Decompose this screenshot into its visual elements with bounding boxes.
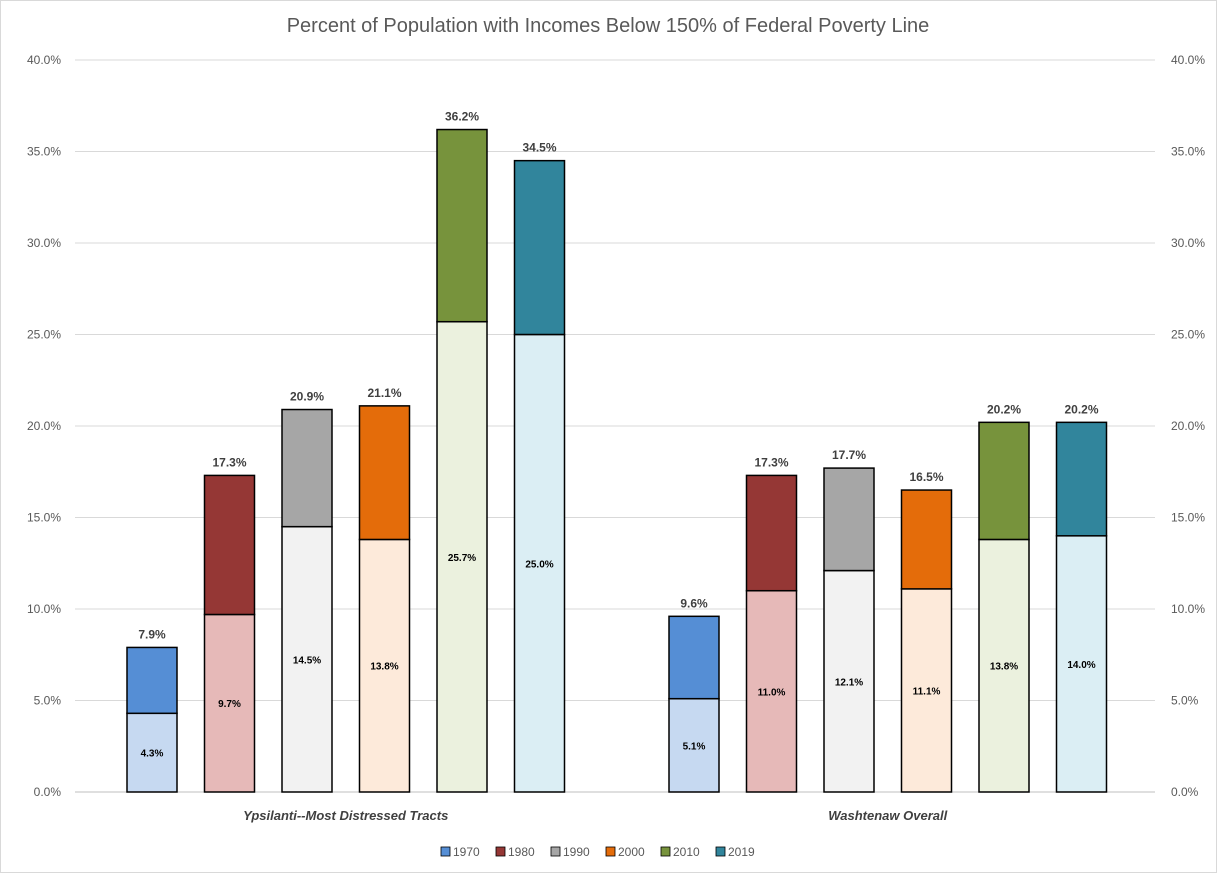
legend-swatch-2000 xyxy=(605,846,616,857)
bar-total-label: 20.2% xyxy=(1064,402,1098,416)
y-tick-label: 10.0% xyxy=(27,602,61,616)
bar-lower-1970 xyxy=(126,712,178,793)
bar-upper-1990 xyxy=(281,408,333,528)
bar-upper-2010 xyxy=(436,128,488,323)
bar-lower-1990 xyxy=(281,525,333,793)
legend-swatch-1990 xyxy=(550,846,561,857)
bar-lower-2000 xyxy=(358,538,411,793)
y2-tick-label: 35.0% xyxy=(1171,145,1205,159)
legend-label: 2019 xyxy=(728,845,755,859)
legend-swatch-2019 xyxy=(715,846,726,857)
y2-tick-label: 10.0% xyxy=(1171,602,1205,616)
bar-total-label: 36.2% xyxy=(445,110,479,124)
bar-total-label: 17.3% xyxy=(212,455,246,469)
legend: 1970 1980 1990 2000 2010 2019 xyxy=(440,845,755,859)
bar-total-label: 17.7% xyxy=(832,448,866,462)
y-tick-label: 25.0% xyxy=(27,328,61,342)
bar-total-label: 20.9% xyxy=(290,390,324,404)
bar-lower-label: 13.8% xyxy=(990,662,1018,673)
chart-title: Percent of Population with Incomes Below… xyxy=(287,15,930,37)
bar-lower-label: 5.1% xyxy=(683,741,706,752)
bar-total-label: 34.5% xyxy=(522,141,556,155)
bar-lower-1970 xyxy=(668,697,720,793)
legend-swatch-2010 xyxy=(660,846,671,857)
left-y-axis: 0.0% 5.0% 10.0% 15.0% 20.0% 25.0% 30.0% 35.0% 40… xyxy=(27,53,61,799)
category-label: Washtenaw Overall xyxy=(828,808,947,823)
bar-upper-2000 xyxy=(900,489,953,590)
bar-lower-label: 12.1% xyxy=(835,677,863,688)
bar-total-label: 16.5% xyxy=(909,470,943,484)
y2-tick-label: 15.0% xyxy=(1171,511,1205,525)
y-tick-label: 0.0% xyxy=(34,785,62,799)
y2-tick-label: 25.0% xyxy=(1171,328,1205,342)
y2-tick-label: 0.0% xyxy=(1171,785,1199,799)
y-tick-label: 5.0% xyxy=(34,694,62,708)
bar-total-label: 7.9% xyxy=(138,627,166,641)
bar-lower-label: 4.3% xyxy=(141,749,164,760)
bar-lower-label: 14.5% xyxy=(293,655,321,666)
y2-tick-label: 30.0% xyxy=(1171,236,1205,250)
y2-tick-label: 40.0% xyxy=(1171,53,1205,67)
y-tick-label: 35.0% xyxy=(27,145,61,159)
category-labels: Ypsilanti--Most Distressed Tracts Washten… xyxy=(243,808,947,823)
bar-lower-label: 9.7% xyxy=(218,699,241,710)
legend-label: 2000 xyxy=(618,845,645,859)
legend-label: 1970 xyxy=(453,845,480,859)
bar-upper-2010 xyxy=(978,421,1030,541)
y-tick-label: 40.0% xyxy=(27,53,61,67)
bar-upper-1990 xyxy=(823,467,875,572)
bar-lower-label: 14.0% xyxy=(1067,660,1095,671)
legend-label: 2010 xyxy=(673,845,700,859)
legend-label: 1990 xyxy=(563,845,590,859)
y-tick-label: 15.0% xyxy=(27,511,61,525)
bar-total-label: 20.2% xyxy=(987,402,1021,416)
bars: 7.9% 4.3% 9.6% 5.1% 17.3% 9.7% 17.3% 11.0% 20.9%… xyxy=(126,110,1108,793)
bar-total-label: 21.1% xyxy=(367,386,401,400)
legend-swatch-1970 xyxy=(440,846,451,857)
y-tick-label: 20.0% xyxy=(27,419,61,433)
bar-lower-2019 xyxy=(1055,535,1108,793)
bar-upper-1980 xyxy=(203,474,256,616)
bar-lower-label: 25.7% xyxy=(448,553,476,564)
bar-upper-2000 xyxy=(358,405,411,541)
y-tick-label: 30.0% xyxy=(27,236,61,250)
bar-lower-1990 xyxy=(823,569,875,793)
bar-upper-1980 xyxy=(745,474,798,592)
bar-lower-2000 xyxy=(900,588,953,793)
bar-lower-1980 xyxy=(745,589,798,793)
bar-upper-2019 xyxy=(513,159,566,336)
y2-tick-label: 5.0% xyxy=(1171,694,1199,708)
bar-lower-label: 11.1% xyxy=(913,686,941,697)
bar-upper-1970 xyxy=(668,615,720,700)
bar-lower-2010 xyxy=(978,538,1030,793)
bar-total-label: 9.6% xyxy=(680,596,708,610)
right-y-axis: 0.0% 5.0% 10.0% 15.0% 20.0% 25.0% 30.0% 35.0% 40… xyxy=(1171,53,1205,799)
y2-tick-label: 20.0% xyxy=(1171,419,1205,433)
bar-total-label: 17.3% xyxy=(754,455,788,469)
legend-swatch-1980 xyxy=(495,846,506,857)
bar-upper-1970 xyxy=(126,646,178,715)
bar-lower-2019 xyxy=(513,333,566,793)
bar-lower-label: 25.0% xyxy=(525,559,553,570)
bar-upper-2019 xyxy=(1055,421,1108,537)
category-label: Ypsilanti--Most Distressed Tracts xyxy=(243,808,448,823)
legend-label: 1980 xyxy=(508,845,535,859)
bar-lower-label: 11.0% xyxy=(758,687,786,698)
bar-lower-label: 13.8% xyxy=(370,662,398,673)
bar-lower-2010 xyxy=(436,320,488,793)
